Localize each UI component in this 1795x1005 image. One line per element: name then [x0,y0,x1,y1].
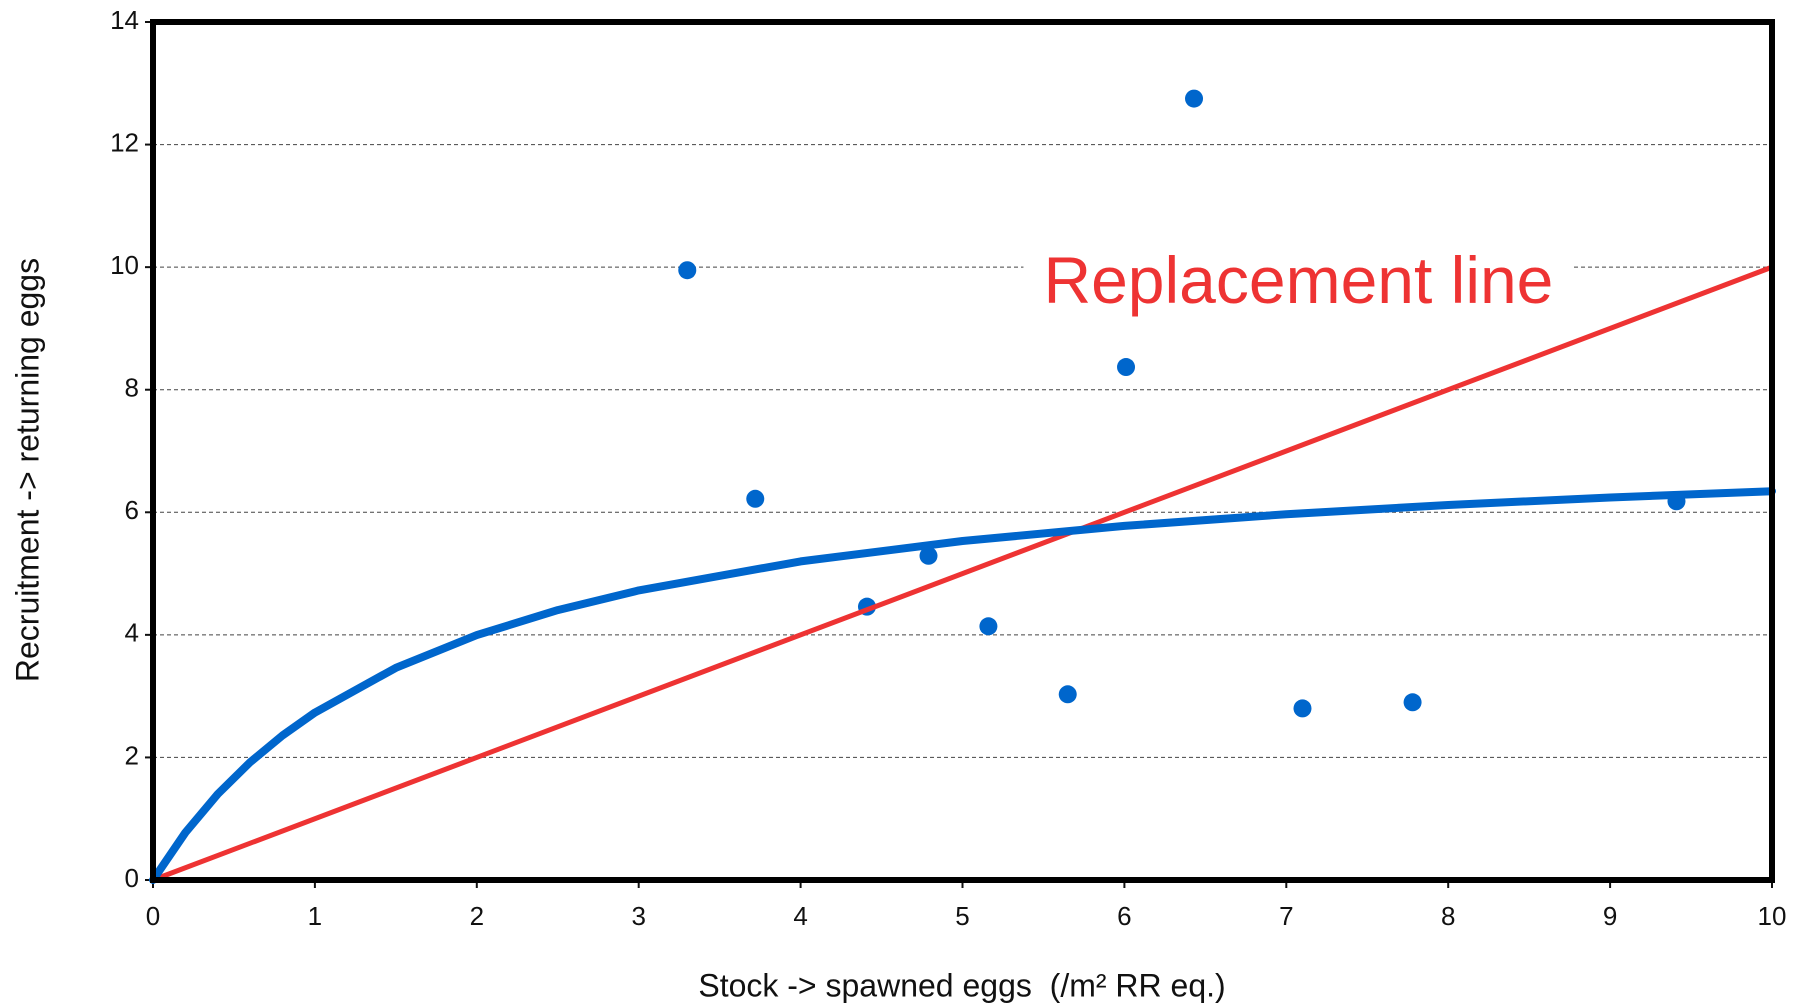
y-axis-title: Recruitment -> returning eggs [9,258,45,682]
y-tick-label: 12 [110,127,139,157]
x-tick-label: 3 [631,901,645,931]
data-point [1403,693,1422,712]
x-tick-label: 5 [955,901,969,931]
y-tick-label: 0 [125,863,139,893]
data-point [678,261,697,280]
y-tick-label: 6 [125,495,139,525]
x-tick-label: 1 [308,901,322,931]
y-tick-label: 8 [125,373,139,403]
x-tick-label: 9 [1603,901,1617,931]
x-tick-label: 6 [1117,901,1131,931]
y-tick-label: 10 [110,250,139,280]
data-point [1185,89,1204,108]
data-point [1117,358,1136,377]
x-tick-label: 0 [146,901,160,931]
data-point [919,546,938,565]
data-point [746,489,765,508]
series-line [149,487,1776,884]
x-tick-label: 4 [793,901,807,931]
x-tick-label: 7 [1279,901,1293,931]
x-tick-label: 10 [1758,901,1787,931]
annotation-background [1023,236,1574,321]
plot-frame [150,19,1775,883]
data-point [1293,699,1312,718]
y-tick-label: 4 [125,618,139,648]
annotation: Replacement line [1043,243,1553,317]
data-point [979,617,998,636]
y-tick-label: 14 [110,5,139,35]
x-tick-label: 2 [470,901,484,931]
data-point [1058,685,1077,704]
series-line [150,264,1775,883]
x-tick-label: 8 [1441,901,1455,931]
x-axis-title: Stock -> spawned eggs (/m² RR eq.) [698,967,1225,1003]
y-tick-label: 2 [125,740,139,770]
